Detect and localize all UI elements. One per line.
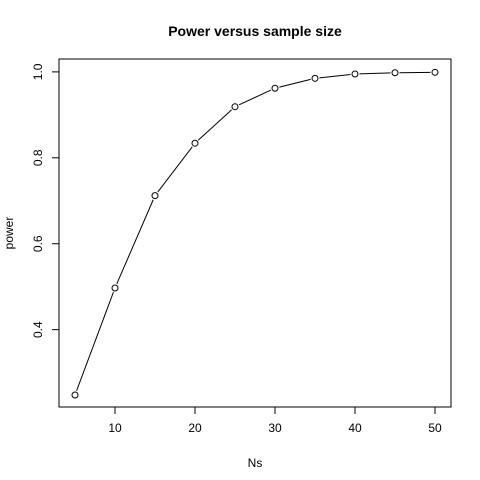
series-line-segment bbox=[279, 78, 311, 88]
x-axis: 10 20 30 40 50 bbox=[108, 406, 442, 435]
x-tick-label: 10 bbox=[108, 421, 122, 435]
series-line-segment bbox=[238, 89, 272, 106]
y-axis-label: power bbox=[2, 217, 16, 250]
chart-title: Power versus sample size bbox=[168, 23, 342, 39]
series-line-segment bbox=[157, 146, 193, 193]
y-tick-label: 1.0 bbox=[31, 63, 45, 80]
series-line-segment bbox=[197, 109, 233, 141]
data-point bbox=[151, 192, 159, 200]
y-tick-label: 0.6 bbox=[31, 235, 45, 252]
series-line-segment bbox=[359, 72, 391, 75]
plot-frame bbox=[58, 58, 452, 408]
y-tick-label: 0.8 bbox=[31, 149, 45, 166]
series-line-segment bbox=[116, 199, 154, 285]
data-point bbox=[191, 139, 199, 147]
data-point bbox=[391, 69, 399, 77]
x-tick-label: 20 bbox=[188, 421, 202, 435]
data-point bbox=[271, 84, 279, 92]
data-point bbox=[351, 70, 359, 78]
series bbox=[71, 68, 439, 399]
y-tick-label: 0.4 bbox=[31, 321, 45, 338]
series-line-segment bbox=[319, 74, 351, 79]
data-point bbox=[71, 391, 79, 399]
y-axis: 0.4 0.6 0.8 1.0 bbox=[31, 63, 60, 338]
x-axis-label: Ns bbox=[248, 456, 263, 470]
series-line-segment bbox=[76, 292, 114, 391]
data-point bbox=[111, 284, 119, 292]
data-point bbox=[431, 68, 439, 76]
data-point bbox=[311, 74, 319, 82]
x-tick-label: 40 bbox=[348, 421, 362, 435]
x-tick-label: 50 bbox=[428, 421, 442, 435]
x-tick-label: 30 bbox=[268, 421, 282, 435]
data-point bbox=[231, 103, 239, 111]
